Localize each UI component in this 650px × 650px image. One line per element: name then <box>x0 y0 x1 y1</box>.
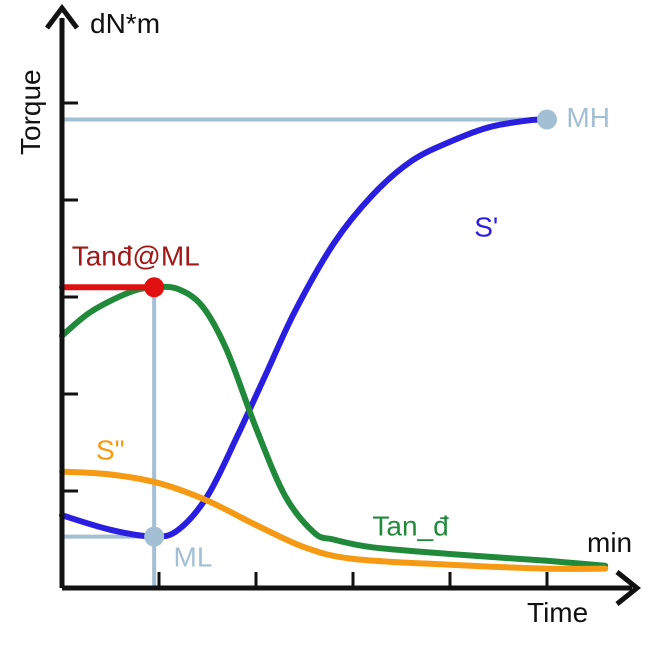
series-lines <box>59 116 609 572</box>
x-axis-arrowhead <box>615 570 642 606</box>
marker-mh <box>537 109 557 130</box>
reference-lines <box>62 117 547 588</box>
labels: dN*m Torque min Time S' Tan_đ S" MH ML Tanđ@M… <box>15 8 632 628</box>
annotation-ml: ML <box>174 541 213 572</box>
x-axis-label: Time <box>527 597 588 628</box>
annotation-mh: MH <box>566 102 610 133</box>
annotation-tan-ml: Tanđ@ML <box>72 241 200 272</box>
axes <box>45 3 642 606</box>
y-axis-arrowhead <box>45 3 79 30</box>
series-line-tan-d <box>59 283 609 569</box>
y-axis-label: Torque <box>15 69 46 155</box>
x-unit-label: min <box>587 527 632 558</box>
y-unit-label: dN*m <box>90 8 160 39</box>
annotation-s: S' <box>474 211 498 242</box>
annotation-s: S" <box>96 435 125 466</box>
marker-tan-ml <box>144 277 165 298</box>
series-line-s <box>59 468 609 572</box>
annotation-tan: Tan_đ <box>372 510 449 541</box>
marker-ml <box>144 526 165 547</box>
markers <box>144 109 557 547</box>
series-line-s <box>59 116 550 540</box>
